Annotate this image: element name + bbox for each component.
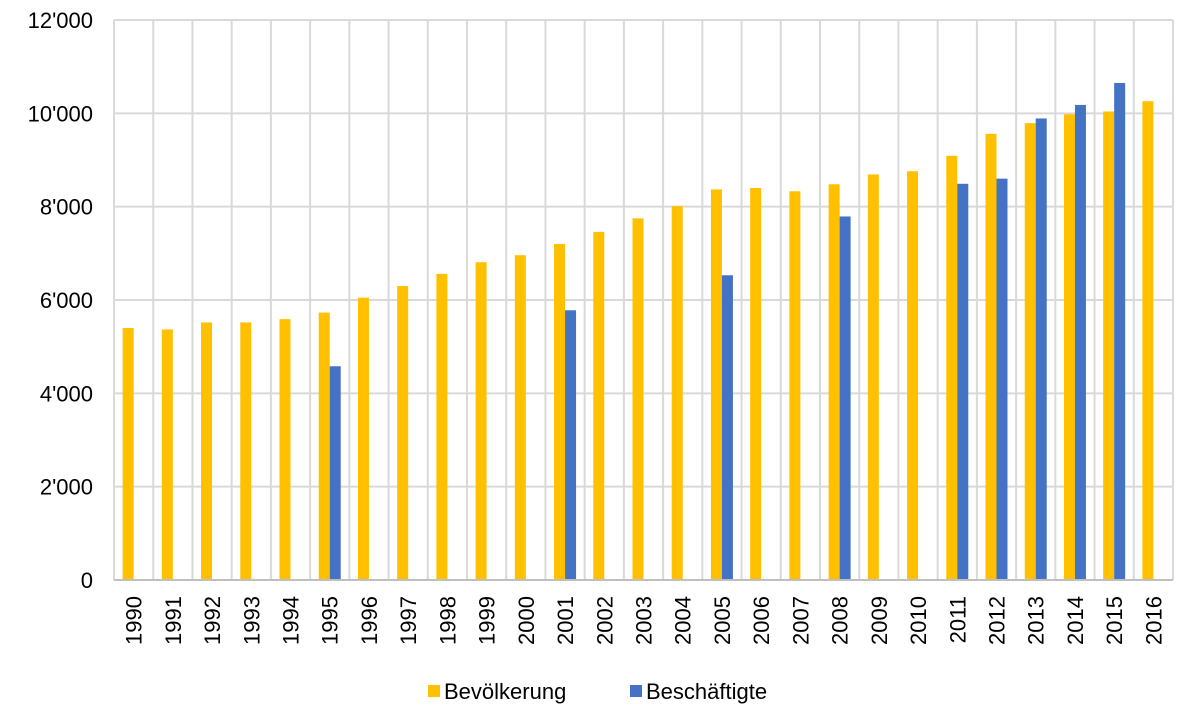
x-tick-label: 1992 bbox=[200, 596, 225, 645]
bar-bevoelkerung-1999 bbox=[475, 262, 487, 580]
x-tick-label: 1996 bbox=[357, 596, 382, 645]
legend-label-bevoelkerung: Bevölkerung bbox=[444, 679, 566, 704]
bar-bevoelkerung-2002 bbox=[593, 231, 605, 580]
x-tick-label: 2005 bbox=[710, 596, 735, 645]
bar-beschaeftigte-2014 bbox=[1074, 104, 1086, 580]
x-tick-label: 1994 bbox=[279, 596, 304, 645]
bar-bevoelkerung-2010 bbox=[907, 171, 919, 580]
x-tick-label: 1991 bbox=[161, 596, 186, 645]
x-tick-label: 2011 bbox=[945, 596, 970, 643]
bar-bevoelkerung-2015 bbox=[1103, 111, 1115, 580]
bar-bevoelkerung-2014 bbox=[1063, 114, 1075, 581]
grid bbox=[113, 19, 1174, 580]
bar-bevoelkerung-2013 bbox=[1024, 123, 1036, 580]
bar-bevoelkerung-2011 bbox=[946, 155, 958, 581]
legend-label-beschaeftigte: Beschäftigte bbox=[646, 679, 767, 704]
x-tick-label: 1995 bbox=[318, 596, 343, 645]
bar-bevoelkerung-2000 bbox=[514, 255, 526, 580]
x-tick-label: 2002 bbox=[592, 596, 617, 645]
bar-bevoelkerung-1996 bbox=[357, 297, 369, 580]
x-tick-label: 2001 bbox=[553, 596, 578, 645]
bar-bevoelkerung-2007 bbox=[789, 191, 801, 580]
x-tick-label: 2004 bbox=[671, 596, 696, 645]
y-tick-label: 12'000 bbox=[28, 8, 93, 33]
bar-bevoelkerung-2008 bbox=[828, 184, 840, 580]
x-tick-label: 2014 bbox=[1063, 596, 1088, 645]
bar-bevoelkerung-1991 bbox=[161, 329, 173, 580]
bar-bevoelkerung-2012 bbox=[985, 133, 997, 580]
bar-bevoelkerung-1997 bbox=[397, 286, 409, 580]
bar-bevoelkerung-1993 bbox=[240, 322, 252, 580]
x-tick-label: 2016 bbox=[1141, 596, 1166, 645]
y-tick-label: 6'000 bbox=[40, 288, 93, 313]
bar-beschaeftigte-2001 bbox=[565, 310, 577, 580]
bar-bevoelkerung-2005 bbox=[710, 189, 722, 580]
legend-swatch-beschaeftigte bbox=[630, 685, 642, 697]
bar-beschaeftigte-2005 bbox=[721, 275, 733, 580]
bar-beschaeftigte-2008 bbox=[839, 216, 851, 580]
bar-beschaeftigte-2012 bbox=[996, 178, 1008, 580]
bar-bevoelkerung-2009 bbox=[867, 174, 879, 580]
y-tick-label: 2'000 bbox=[40, 475, 93, 500]
x-tick-label: 2012 bbox=[985, 596, 1010, 645]
x-tick-label: 1998 bbox=[435, 596, 460, 645]
bar-bevoelkerung-2004 bbox=[671, 206, 683, 580]
x-tick-label: 2015 bbox=[1102, 596, 1127, 645]
y-tick-label: 0 bbox=[81, 568, 93, 593]
x-tick-label: 2010 bbox=[906, 596, 931, 645]
bar-beschaeftigte-2015 bbox=[1114, 83, 1126, 580]
bar-beschaeftigte-2013 bbox=[1035, 118, 1047, 580]
legend-swatch-bevoelkerung bbox=[428, 685, 440, 697]
x-tick-label: 2009 bbox=[867, 596, 892, 645]
bar-bevoelkerung-1994 bbox=[279, 319, 291, 580]
bar-beschaeftigte-2011 bbox=[957, 183, 969, 581]
x-axis: 1990 1991 1992 1993 1994 1995 1996 1997 1998 1999… bbox=[122, 596, 1167, 645]
bar-bevoelkerung-2016 bbox=[1142, 101, 1154, 580]
bars bbox=[122, 83, 1154, 581]
x-tick-label: 2006 bbox=[749, 596, 774, 645]
x-tick-label: 2013 bbox=[1024, 596, 1049, 645]
x-tick-label: 1993 bbox=[239, 596, 264, 645]
y-tick-label: 8'000 bbox=[40, 195, 93, 220]
bar-beschaeftigte-1995 bbox=[329, 366, 341, 580]
x-tick-label: 1990 bbox=[122, 596, 147, 645]
x-tick-label: 2007 bbox=[788, 596, 813, 645]
y-tick-label: 4'000 bbox=[40, 381, 93, 406]
bar-bevoelkerung-1995 bbox=[318, 312, 330, 580]
bar-bevoelkerung-2001 bbox=[554, 244, 566, 580]
y-axis: 0 2'000 4'000 6'000 8'000 10'000 12'000 bbox=[28, 8, 93, 593]
x-tick-label: 1997 bbox=[396, 596, 421, 645]
bar-bevoelkerung-2006 bbox=[750, 188, 762, 580]
bar-bevoelkerung-1998 bbox=[436, 273, 448, 580]
x-tick-label: 2000 bbox=[514, 596, 539, 645]
bar-bevoelkerung-1992 bbox=[201, 322, 213, 580]
legend: Bevölkerung Beschäftigte bbox=[428, 679, 767, 704]
bar-bevoelkerung-1990 bbox=[122, 328, 134, 580]
x-tick-label: 2003 bbox=[632, 596, 657, 645]
x-tick-label: 1999 bbox=[475, 596, 500, 645]
y-tick-label: 10'000 bbox=[28, 101, 93, 126]
x-tick-label: 2008 bbox=[828, 596, 853, 645]
bar-bevoelkerung-2003 bbox=[632, 218, 644, 581]
